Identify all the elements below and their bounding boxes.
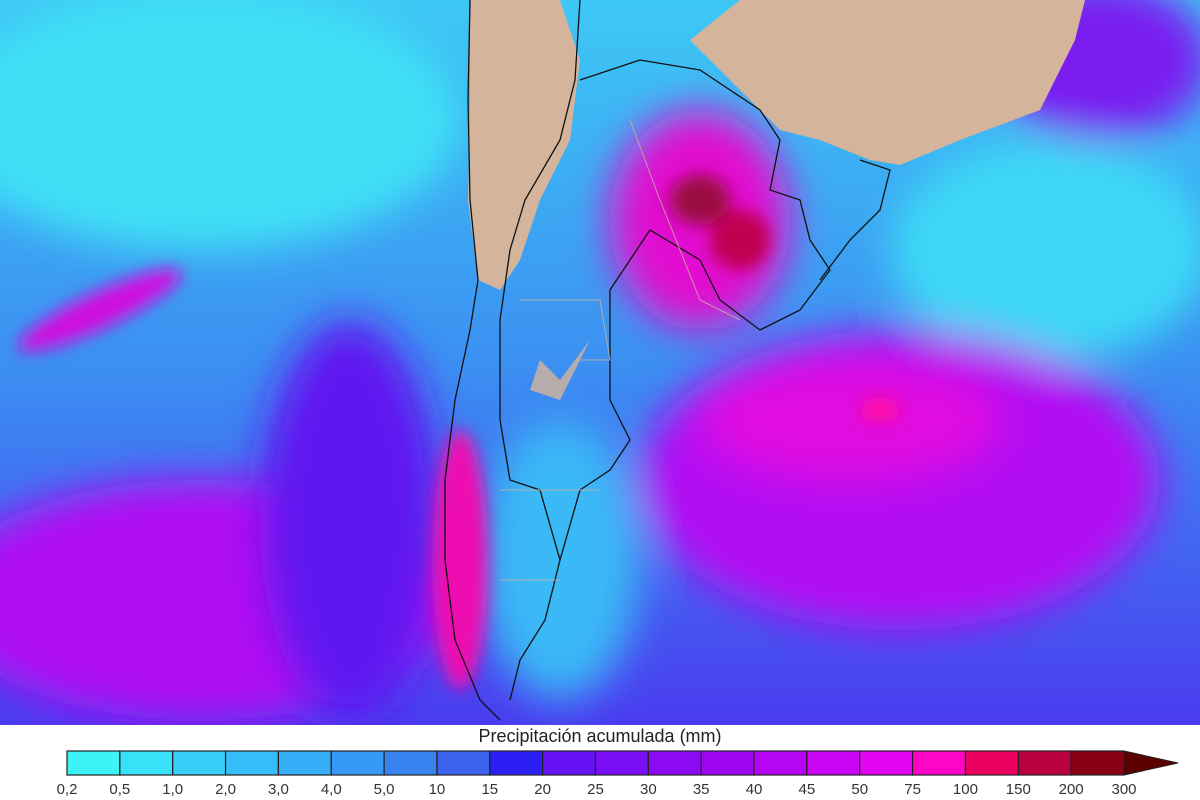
legend-tick-label: 1,0 [162, 781, 184, 798]
legend-swatch [1017, 750, 1072, 776]
legend-swatch [964, 750, 1019, 776]
country-borders [444, 0, 891, 721]
legend-tick-label: 0,5 [109, 781, 131, 798]
legend-swatch [66, 750, 121, 776]
legend-tick-label: 25 [587, 781, 604, 798]
legend-tick-label: 40 [745, 781, 763, 798]
legend-tick-label: 30 [640, 781, 657, 798]
land-brazil [690, 0, 1085, 165]
legend-tick-label: 4,0 [320, 781, 342, 798]
legend-swatch [330, 750, 385, 776]
legend-tick-label: 2,0 [215, 781, 236, 798]
legend-title: Precipitación acumulada (mm) [478, 726, 722, 746]
legend-tick-label: 10 [428, 781, 446, 798]
legend-tick-label: 20 [534, 781, 551, 798]
legend-swatch [119, 750, 174, 776]
legend-swatch [859, 750, 914, 776]
legend-swatch [172, 750, 227, 776]
province-borders [500, 119, 741, 581]
legend-swatch [542, 750, 597, 776]
legend-swatch [647, 750, 702, 776]
legend-tick-label: 15 [481, 781, 499, 798]
legend-swatch [383, 750, 438, 776]
legend-tick-label: 150 [1005, 781, 1031, 798]
precipitation-map [0, 0, 1200, 725]
legend-swatch [911, 750, 967, 776]
land-andes [468, 0, 580, 290]
legend-tick-label: 3,0 [267, 781, 289, 798]
land-patagonia-coast [530, 340, 590, 400]
legend-swatch [806, 750, 861, 776]
legend-swatch [489, 750, 544, 776]
legend-overflow-arrow [1123, 750, 1179, 776]
legend-tick-label: 45 [798, 781, 816, 798]
legend-tick-label: 50 [851, 781, 869, 798]
legend-swatch [753, 750, 808, 776]
legend-swatch [1070, 750, 1125, 776]
legend-swatch [594, 750, 649, 776]
legend-swatch [436, 750, 491, 776]
legend-swatch [277, 750, 332, 776]
legend-tick-label: 100 [952, 781, 978, 798]
legend-tick-label: 0,2 [56, 781, 78, 798]
precip-fields [0, 0, 1200, 720]
legend-tick-label: 5,0 [373, 781, 395, 798]
legend-tick-label: 35 [692, 781, 710, 798]
legend-tick-label: 75 [904, 781, 921, 798]
legend-tick-label: 200 [1058, 781, 1084, 798]
legend-swatch [700, 750, 755, 776]
legend-swatch [224, 750, 280, 776]
legend-tick-label: 300 [1111, 781, 1137, 798]
